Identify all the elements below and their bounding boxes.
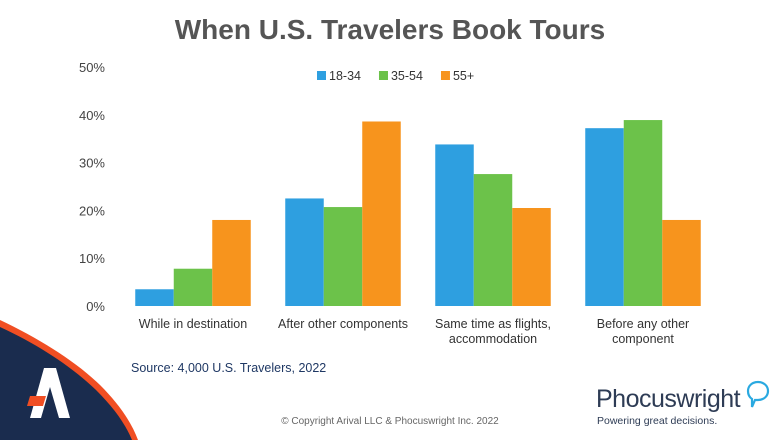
x-tick-label: Before any other component (597, 317, 689, 346)
chart-title: When U.S. Travelers Book Tours (174, 14, 606, 45)
y-tick-label: 20% (79, 203, 105, 218)
bar-18-34-1 (135, 289, 174, 306)
y-tick-label: 40% (79, 108, 105, 123)
bar-35-54-3 (473, 174, 513, 306)
arival-logo-icon (27, 368, 70, 418)
arival-corner-graphic (0, 320, 138, 440)
bar-18-34-4 (585, 128, 624, 306)
x-tick-label: While in destination (139, 317, 247, 331)
corner-navy-shape (0, 327, 132, 440)
legend-swatch-18-34 (317, 71, 326, 80)
legend-swatch-55+ (440, 71, 450, 80)
bar-18-34-3 (435, 144, 474, 306)
source-note: Source: 4,000 U.S. Travelers, 2022 (131, 361, 327, 375)
x-tick-label: Same time as flights, accommodation (435, 317, 551, 346)
bar-55+-1 (212, 219, 251, 306)
bar-55+-4 (662, 219, 701, 306)
legend-label-18-34: 18-34 (329, 69, 361, 83)
copyright-note: © Copyright Arival LLC & Phocuswright In… (281, 416, 499, 427)
bar-35-54-1 (173, 268, 213, 306)
speech-bubble-icon (746, 380, 770, 408)
y-tick-label: 0% (86, 299, 105, 314)
bar-55+-2 (362, 121, 401, 306)
y-tick-label: 10% (79, 251, 105, 266)
bar-35-54-4 (623, 120, 663, 306)
logo-tagline: Powering great decisions. (597, 415, 718, 427)
legend-swatch-35-54 (378, 71, 388, 80)
bar-35-54-2 (323, 207, 363, 306)
logo-name: Phocuswright (596, 385, 741, 413)
x-tick-label: After other components (278, 317, 408, 331)
bar-18-34-2 (285, 198, 324, 306)
legend-label-35-54: 35-54 (391, 69, 423, 83)
y-tick-label: 50% (79, 60, 105, 75)
y-tick-label: 30% (79, 156, 105, 171)
bar-55+-3 (512, 208, 551, 306)
legend-label-55+: 55+ (453, 69, 474, 83)
